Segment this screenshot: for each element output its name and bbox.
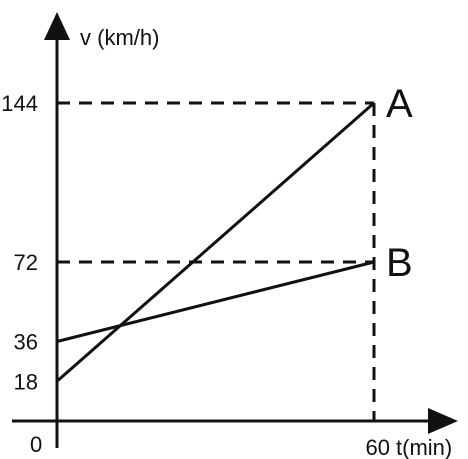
series-lines [56, 101, 375, 383]
y-tick-label-144: 144 [1, 91, 38, 116]
y-tick-label-72: 72 [14, 250, 38, 275]
x-axis-label: t(min) [396, 435, 452, 459]
reference-lines [57, 101, 376, 421]
series-line-B [56, 260, 375, 343]
axes [12, 12, 458, 448]
y-axis-label: v (km/h) [80, 25, 159, 50]
x-axis-arrow [428, 408, 458, 434]
y-axis-arrow [44, 12, 70, 40]
labels: v (km/h) t(min) 0 A B 144 72 36 18 60 [1, 25, 452, 459]
series-label-A: A [386, 82, 413, 126]
series-line-A [56, 101, 375, 383]
y-tick-label-18: 18 [14, 369, 38, 394]
x-tick-label-60: 60 [366, 435, 390, 459]
y-tick-label-36: 36 [14, 330, 38, 355]
series-label-B: B [386, 241, 413, 285]
origin-label: 0 [30, 432, 42, 457]
